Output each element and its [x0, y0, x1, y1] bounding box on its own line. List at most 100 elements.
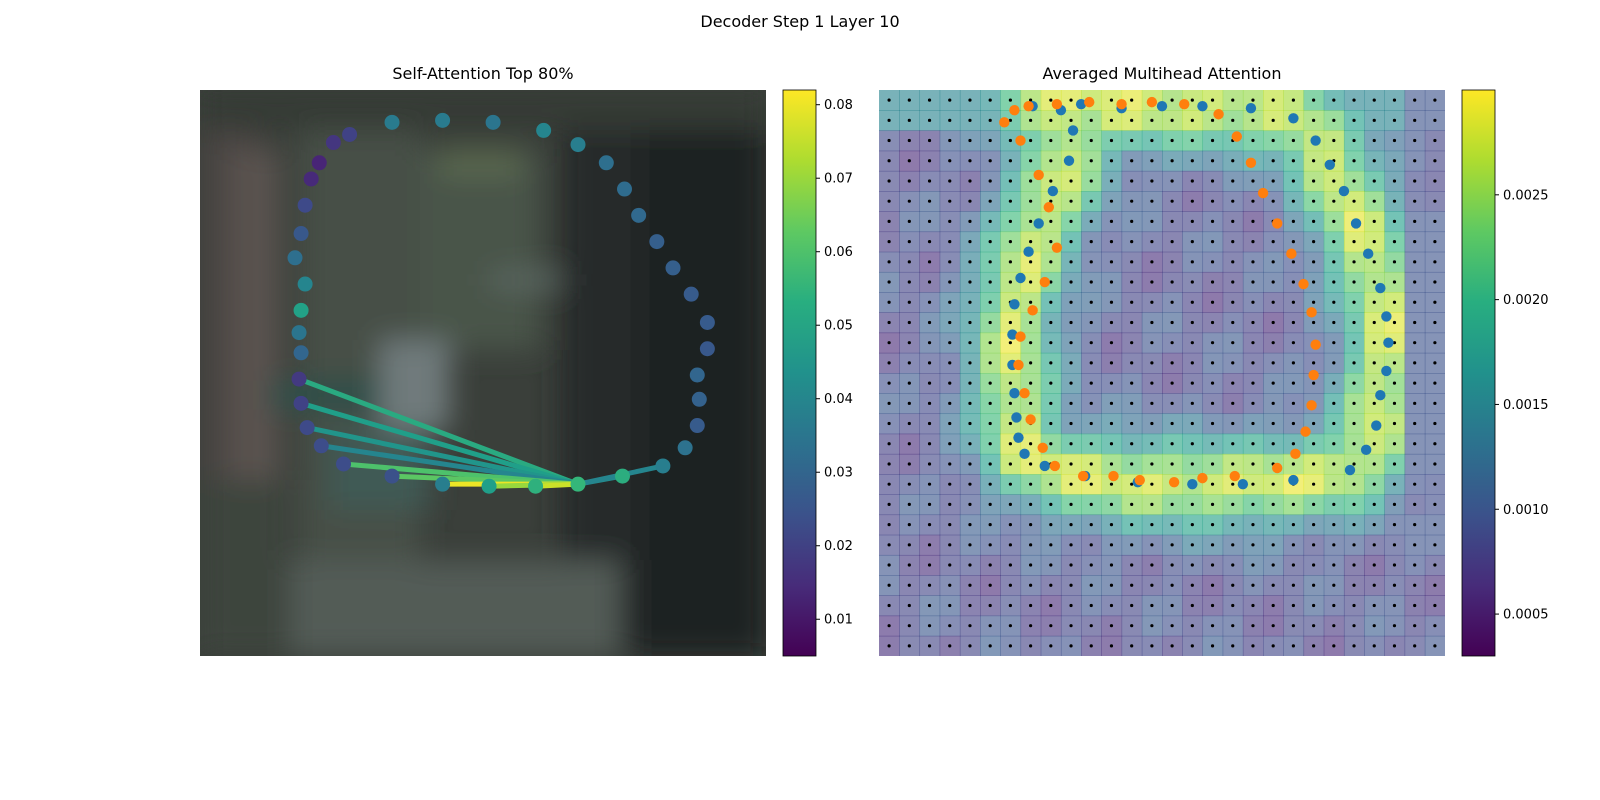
grid-dot [1433, 300, 1437, 304]
attention-point [293, 395, 309, 411]
grid-dot [907, 199, 911, 203]
grid-dot [1069, 482, 1073, 486]
orange-point [1306, 307, 1317, 318]
grid-dot [1130, 381, 1134, 385]
grid-dot [1008, 280, 1012, 284]
grid-dot [1413, 482, 1417, 486]
grid-dot [1210, 280, 1215, 284]
grid-dot [1312, 583, 1316, 587]
grid-dot [927, 583, 932, 587]
grid-dot [948, 240, 952, 244]
grid-dot [988, 482, 992, 486]
grid-dot [1332, 381, 1336, 385]
grid-dot [968, 583, 972, 587]
grid-dot [948, 118, 952, 122]
grid-dot [968, 361, 972, 365]
grid-dot [887, 482, 891, 486]
grid-dot [1413, 603, 1417, 608]
grid-dot [907, 159, 911, 163]
grid-dot [1008, 644, 1012, 648]
grid-dot [1130, 583, 1134, 587]
grid-dot [1231, 219, 1235, 223]
grid-dot [1049, 179, 1053, 183]
grid-dot [1130, 523, 1134, 527]
grid-dot [1069, 179, 1073, 183]
grid-dot [1069, 300, 1073, 304]
grid-dot [988, 280, 992, 284]
grid-dot [1109, 381, 1114, 385]
grid-dot [948, 523, 952, 527]
grid-dot [988, 300, 992, 304]
grid-dot [1413, 401, 1417, 405]
grid-dot [1029, 138, 1033, 143]
grid-dot [1433, 644, 1437, 648]
grid-dot [1352, 341, 1356, 345]
grid-dot [1089, 138, 1093, 143]
grid-dot [1029, 361, 1033, 365]
grid-dot [1352, 523, 1356, 527]
grid-dot [1130, 341, 1134, 345]
grid-dot [1150, 624, 1154, 628]
orange-point [1077, 470, 1089, 482]
grid-dot [1392, 341, 1397, 345]
grid-dot [1433, 118, 1437, 122]
grid-dot [1089, 603, 1093, 608]
grid-dot [1352, 563, 1356, 567]
grid-dot [968, 381, 972, 385]
attention-point [293, 345, 309, 361]
grid-dot [1130, 138, 1134, 143]
grid-dot [1049, 240, 1053, 244]
grid-dot [1109, 300, 1114, 304]
grid-dot [1392, 462, 1397, 466]
grid-dot [1312, 421, 1316, 426]
grid-dot [1312, 219, 1316, 223]
blue-point [1310, 135, 1321, 146]
grid-dot [1392, 219, 1397, 223]
grid-dot [1049, 138, 1053, 143]
grid-dot [1029, 341, 1033, 345]
grid-dot [968, 179, 972, 183]
grid-dot [907, 300, 911, 304]
grid-dot [1332, 138, 1336, 143]
grid-dot [1089, 442, 1093, 446]
grid-dot [887, 320, 891, 325]
grid-dot [1332, 583, 1336, 587]
grid-dot [1049, 381, 1053, 385]
grid-dot [1413, 502, 1417, 506]
grid-dot [1190, 159, 1194, 163]
attention-point [689, 367, 705, 383]
grid-dot [1392, 118, 1397, 122]
orange-point [1108, 470, 1119, 482]
blue-point [1338, 185, 1350, 197]
grid-dot [1372, 502, 1376, 506]
grid-dot [1251, 98, 1255, 102]
grid-dot [1150, 341, 1154, 345]
attention-line [296, 376, 581, 487]
grid-dot [1089, 179, 1093, 183]
grid-dot [1170, 219, 1174, 223]
attention-point [313, 438, 329, 454]
grid-dot [1433, 320, 1437, 325]
grid-dot [1332, 300, 1336, 304]
grid-dot [927, 442, 932, 446]
grid-dot [1413, 583, 1417, 587]
grid-dot [907, 381, 911, 385]
grid-dot [887, 219, 891, 223]
blue-point [1360, 444, 1372, 456]
right-panel-title: Averaged Multihead Attention [1042, 64, 1282, 83]
grid-dot [1008, 462, 1012, 466]
grid-dot [1170, 381, 1174, 385]
grid-dot [1413, 300, 1417, 304]
grid-dot [968, 543, 972, 547]
grid-dot [1433, 624, 1437, 628]
blue-point [1047, 185, 1059, 197]
orange-point [1116, 98, 1127, 110]
grid-dot [887, 98, 891, 102]
grid-dot [1130, 462, 1134, 466]
grid-dot [1008, 543, 1012, 547]
grid-dot [927, 543, 932, 547]
grid-dot [1392, 563, 1397, 567]
grid-dot [1049, 98, 1053, 102]
grid-dot [968, 240, 972, 244]
grid-dot [1190, 462, 1194, 466]
